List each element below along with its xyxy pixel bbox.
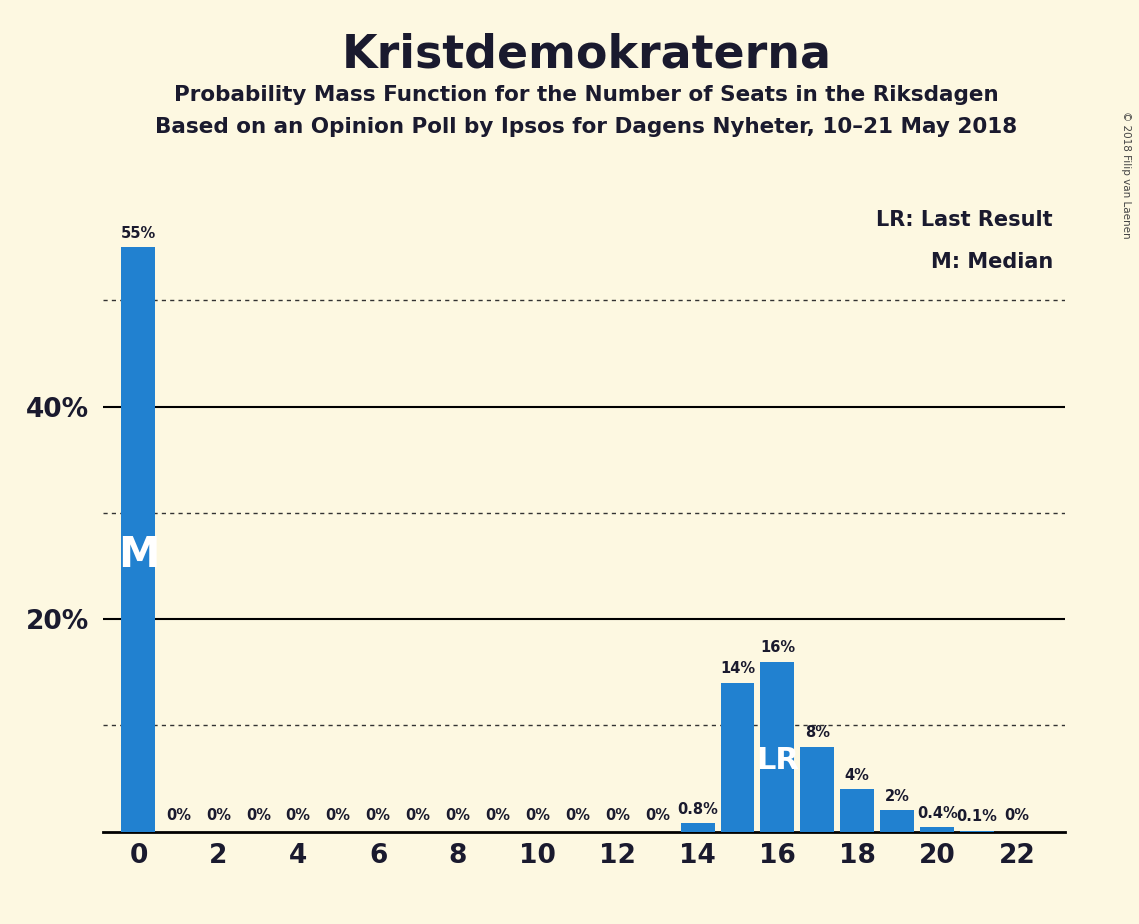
Text: 0%: 0%: [645, 808, 670, 823]
Bar: [761, 662, 794, 832]
Text: 0%: 0%: [405, 808, 431, 823]
Bar: [841, 789, 875, 832]
Text: M: M: [117, 534, 159, 577]
Text: 0.8%: 0.8%: [677, 802, 718, 817]
Text: LR: LR: [756, 746, 798, 774]
Bar: [960, 831, 994, 832]
Text: 0%: 0%: [485, 808, 510, 823]
Text: 2%: 2%: [885, 789, 910, 804]
Text: Based on an Opinion Poll by Ipsos for Dagens Nyheter, 10–21 May 2018: Based on an Opinion Poll by Ipsos for Da…: [155, 117, 1018, 138]
Text: Kristdemokraterna: Kristdemokraterna: [342, 32, 831, 78]
Text: 0%: 0%: [525, 808, 550, 823]
Text: 0%: 0%: [246, 808, 271, 823]
Text: LR: Last Result: LR: Last Result: [876, 210, 1052, 230]
Text: 0%: 0%: [326, 808, 351, 823]
Text: 0%: 0%: [565, 808, 590, 823]
Bar: [920, 827, 954, 832]
Text: 16%: 16%: [760, 640, 795, 655]
Bar: [721, 683, 754, 832]
Text: 0.4%: 0.4%: [917, 806, 958, 821]
Bar: [801, 747, 835, 832]
Bar: [880, 810, 915, 832]
Text: 0%: 0%: [166, 808, 191, 823]
Text: 0.1%: 0.1%: [957, 809, 998, 824]
Text: 14%: 14%: [720, 662, 755, 676]
Text: 4%: 4%: [845, 768, 870, 783]
Text: 0%: 0%: [366, 808, 391, 823]
Bar: [681, 823, 714, 832]
Text: 0%: 0%: [445, 808, 470, 823]
Text: 0%: 0%: [1005, 808, 1030, 823]
Text: 55%: 55%: [121, 225, 156, 241]
Text: Probability Mass Function for the Number of Seats in the Riksdagen: Probability Mass Function for the Number…: [174, 85, 999, 105]
Text: 8%: 8%: [805, 725, 830, 740]
Text: 0%: 0%: [286, 808, 311, 823]
Bar: [122, 247, 155, 832]
Text: © 2018 Filip van Laenen: © 2018 Filip van Laenen: [1121, 111, 1131, 238]
Text: 0%: 0%: [605, 808, 630, 823]
Text: M: Median: M: Median: [931, 252, 1052, 273]
Text: 0%: 0%: [206, 808, 231, 823]
